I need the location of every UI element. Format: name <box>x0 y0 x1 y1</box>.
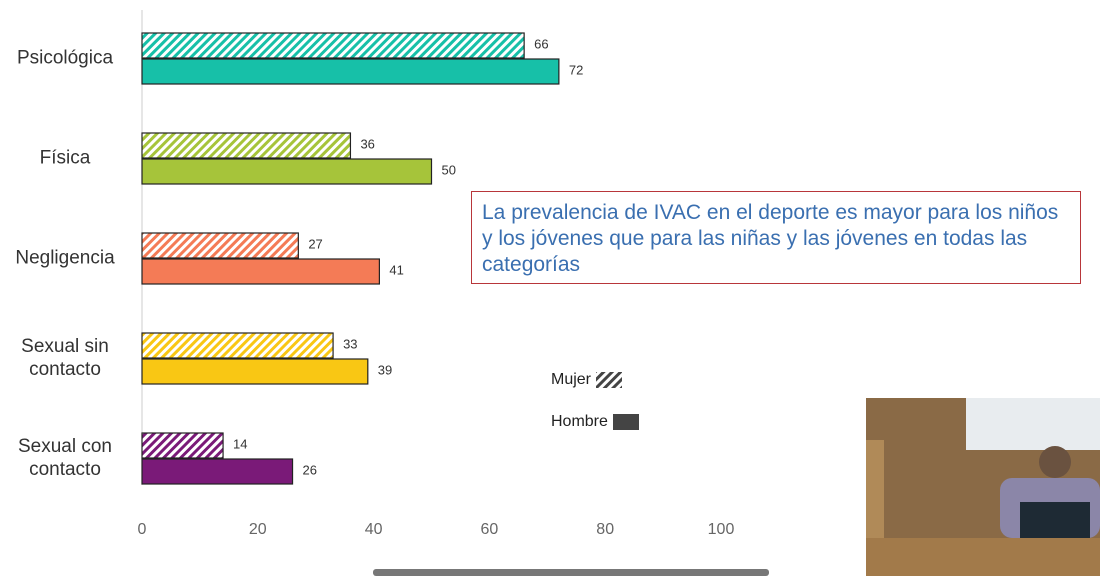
video-screen <box>966 398 1100 450</box>
bar <box>141 158 433 185</box>
x-tick-label: 60 <box>481 521 499 538</box>
scrollbar <box>373 569 769 576</box>
value-label: 72 <box>569 62 583 77</box>
value-label: 50 <box>442 162 456 177</box>
x-tick-label: 80 <box>596 521 614 538</box>
x-tick-label: 0 <box>138 521 147 538</box>
bar <box>141 258 380 285</box>
value-label: 33 <box>343 336 357 351</box>
legend-swatch-rect <box>596 372 623 388</box>
category-label: Sexual sin contacto <box>21 336 109 380</box>
x-tick-label: 100 <box>708 521 735 538</box>
bar <box>141 232 299 259</box>
annotation: La prevalencia de IVAC en el deporte es … <box>471 191 1081 284</box>
bar <box>141 432 224 459</box>
legend-swatch-rect <box>612 414 639 430</box>
value-label: 36 <box>360 136 374 151</box>
value-label: 14 <box>233 436 247 451</box>
value-label: 27 <box>308 236 322 251</box>
category-label: Negligencia <box>15 247 115 269</box>
legend-item: Hombre <box>551 412 640 432</box>
value-label: 26 <box>303 462 317 477</box>
legend-label: Hombre <box>551 413 608 430</box>
video-desk <box>866 538 1100 576</box>
category-label: Sexual con contacto <box>17 436 112 480</box>
x-tick-label: 20 <box>249 521 267 538</box>
legend-label: Mujer <box>551 371 592 388</box>
x-tick-label: 40 <box>365 521 383 538</box>
video-laptop <box>1020 502 1090 544</box>
bar <box>141 358 369 385</box>
bar <box>141 332 334 359</box>
value-label: 41 <box>389 262 403 277</box>
legend-swatch <box>596 372 623 388</box>
legend-swatch <box>612 414 639 430</box>
bar <box>141 58 560 85</box>
legend-item: Mujer <box>551 370 623 390</box>
value-label: 39 <box>378 362 392 377</box>
value-label: 66 <box>534 36 548 51</box>
bar <box>141 32 525 59</box>
video-person-head <box>1039 446 1071 478</box>
bar <box>141 458 294 485</box>
category-label: Física <box>39 147 91 169</box>
bar <box>141 132 352 159</box>
category-label: Psicológica <box>16 47 114 69</box>
